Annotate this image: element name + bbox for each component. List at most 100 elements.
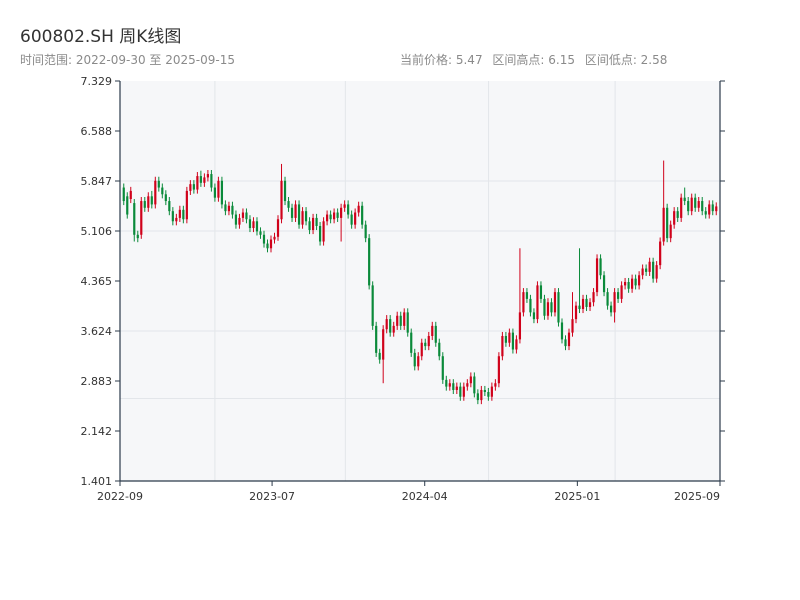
candle-body: [588, 302, 592, 307]
candle-body: [227, 205, 231, 212]
candle-body: [301, 211, 304, 225]
candle-body: [546, 302, 550, 316]
plot-area: [120, 81, 720, 481]
candle-body: [466, 383, 469, 387]
candle-body: [445, 379, 448, 387]
candle-body: [638, 275, 641, 286]
candle-body: [368, 238, 371, 286]
candle-body: [518, 312, 522, 340]
candle-body: [602, 275, 606, 293]
range-low: 区间低点: 2.58: [584, 53, 668, 67]
candle-body: [550, 302, 553, 313]
candle-body: [543, 298, 546, 316]
candle-body: [655, 265, 658, 279]
candle-body: [143, 201, 146, 208]
candle-body: [294, 204, 297, 218]
candle-body: [396, 315, 399, 326]
candle-body: [697, 201, 700, 208]
y-tick-label: 7.329: [81, 75, 113, 88]
candle-body: [659, 241, 662, 266]
candle-body: [280, 180, 283, 220]
x-tick-label: 2023-07: [249, 490, 295, 503]
candle-body: [424, 342, 427, 347]
x-tick-label: 2024-04: [402, 490, 448, 503]
candle-body: [290, 207, 294, 218]
candles: [122, 160, 718, 405]
candle-body: [606, 292, 609, 306]
candle-body: [196, 176, 199, 190]
candle-body: [673, 211, 676, 225]
y-tick-label: 1.401: [81, 475, 113, 488]
candle-body: [336, 212, 339, 218]
candle-body: [609, 305, 613, 313]
candle-body: [413, 352, 416, 367]
candle-body: [476, 393, 479, 401]
candle-body: [560, 322, 564, 340]
candle-body: [427, 335, 430, 347]
candle-body: [662, 207, 665, 242]
candle-body: [248, 219, 252, 229]
candle-body: [241, 212, 245, 218]
candle-body: [304, 211, 308, 222]
candle-body: [406, 312, 409, 333]
candle-body: [581, 298, 585, 310]
candle-body: [273, 236, 276, 240]
candle-body: [315, 217, 318, 227]
candle-body: [645, 268, 648, 272]
candle-body: [704, 211, 707, 215]
candle-body: [178, 209, 181, 218]
candle-body: [567, 332, 571, 347]
candle-body: [669, 224, 672, 239]
candle-body: [641, 268, 644, 276]
candle-body: [574, 305, 578, 320]
candle-body: [455, 386, 458, 390]
candle-body: [683, 197, 686, 202]
candle-body: [262, 234, 266, 244]
candle-body: [494, 383, 497, 387]
candle-body: [185, 190, 188, 220]
candle-body: [525, 292, 529, 299]
candle-body: [623, 282, 627, 286]
x-tick-label: 2022-09: [97, 490, 143, 503]
current-price: 当前价格: 5.47: [400, 53, 483, 67]
candle-body: [245, 212, 248, 220]
candle-body: [539, 285, 543, 299]
candle-body: [452, 383, 455, 390]
candle-body: [357, 205, 360, 213]
candle-body: [564, 339, 567, 347]
candle-body: [469, 376, 472, 384]
candle-body: [255, 221, 259, 232]
candle-body: [708, 204, 711, 215]
candle-body: [129, 190, 132, 200]
candle-body: [283, 180, 287, 202]
candle-body: [350, 214, 353, 225]
candle-body: [676, 211, 679, 218]
y-tick-label: 2.142: [81, 425, 113, 438]
candle-body: [595, 258, 599, 293]
candle-body: [403, 312, 406, 326]
y-tick-label: 6.588: [81, 125, 113, 138]
price-stats: 当前价格: 5.47 区间高点: 6.15 区间低点: 2.58: [400, 51, 673, 68]
candle-body: [140, 201, 143, 235]
candle-body: [325, 214, 329, 222]
candle-body: [592, 292, 595, 303]
candle-body: [206, 174, 209, 178]
candle-body: [347, 204, 350, 215]
candle-body: [694, 197, 697, 208]
candle-body: [361, 205, 364, 225]
candle-body: [224, 204, 227, 212]
candle-body: [133, 203, 136, 235]
candle-body: [511, 332, 515, 350]
candle-body: [154, 180, 157, 205]
candle-body: [578, 305, 581, 310]
candle-body: [126, 196, 129, 215]
candle-body: [287, 201, 290, 208]
candle-body: [487, 391, 490, 397]
candle-body: [354, 212, 357, 225]
candle-body: [371, 285, 374, 326]
candle-body: [529, 298, 532, 313]
candle-body: [483, 389, 486, 392]
candle-body: [666, 207, 669, 239]
candle-body: [385, 319, 388, 330]
candle-body: [231, 205, 234, 215]
